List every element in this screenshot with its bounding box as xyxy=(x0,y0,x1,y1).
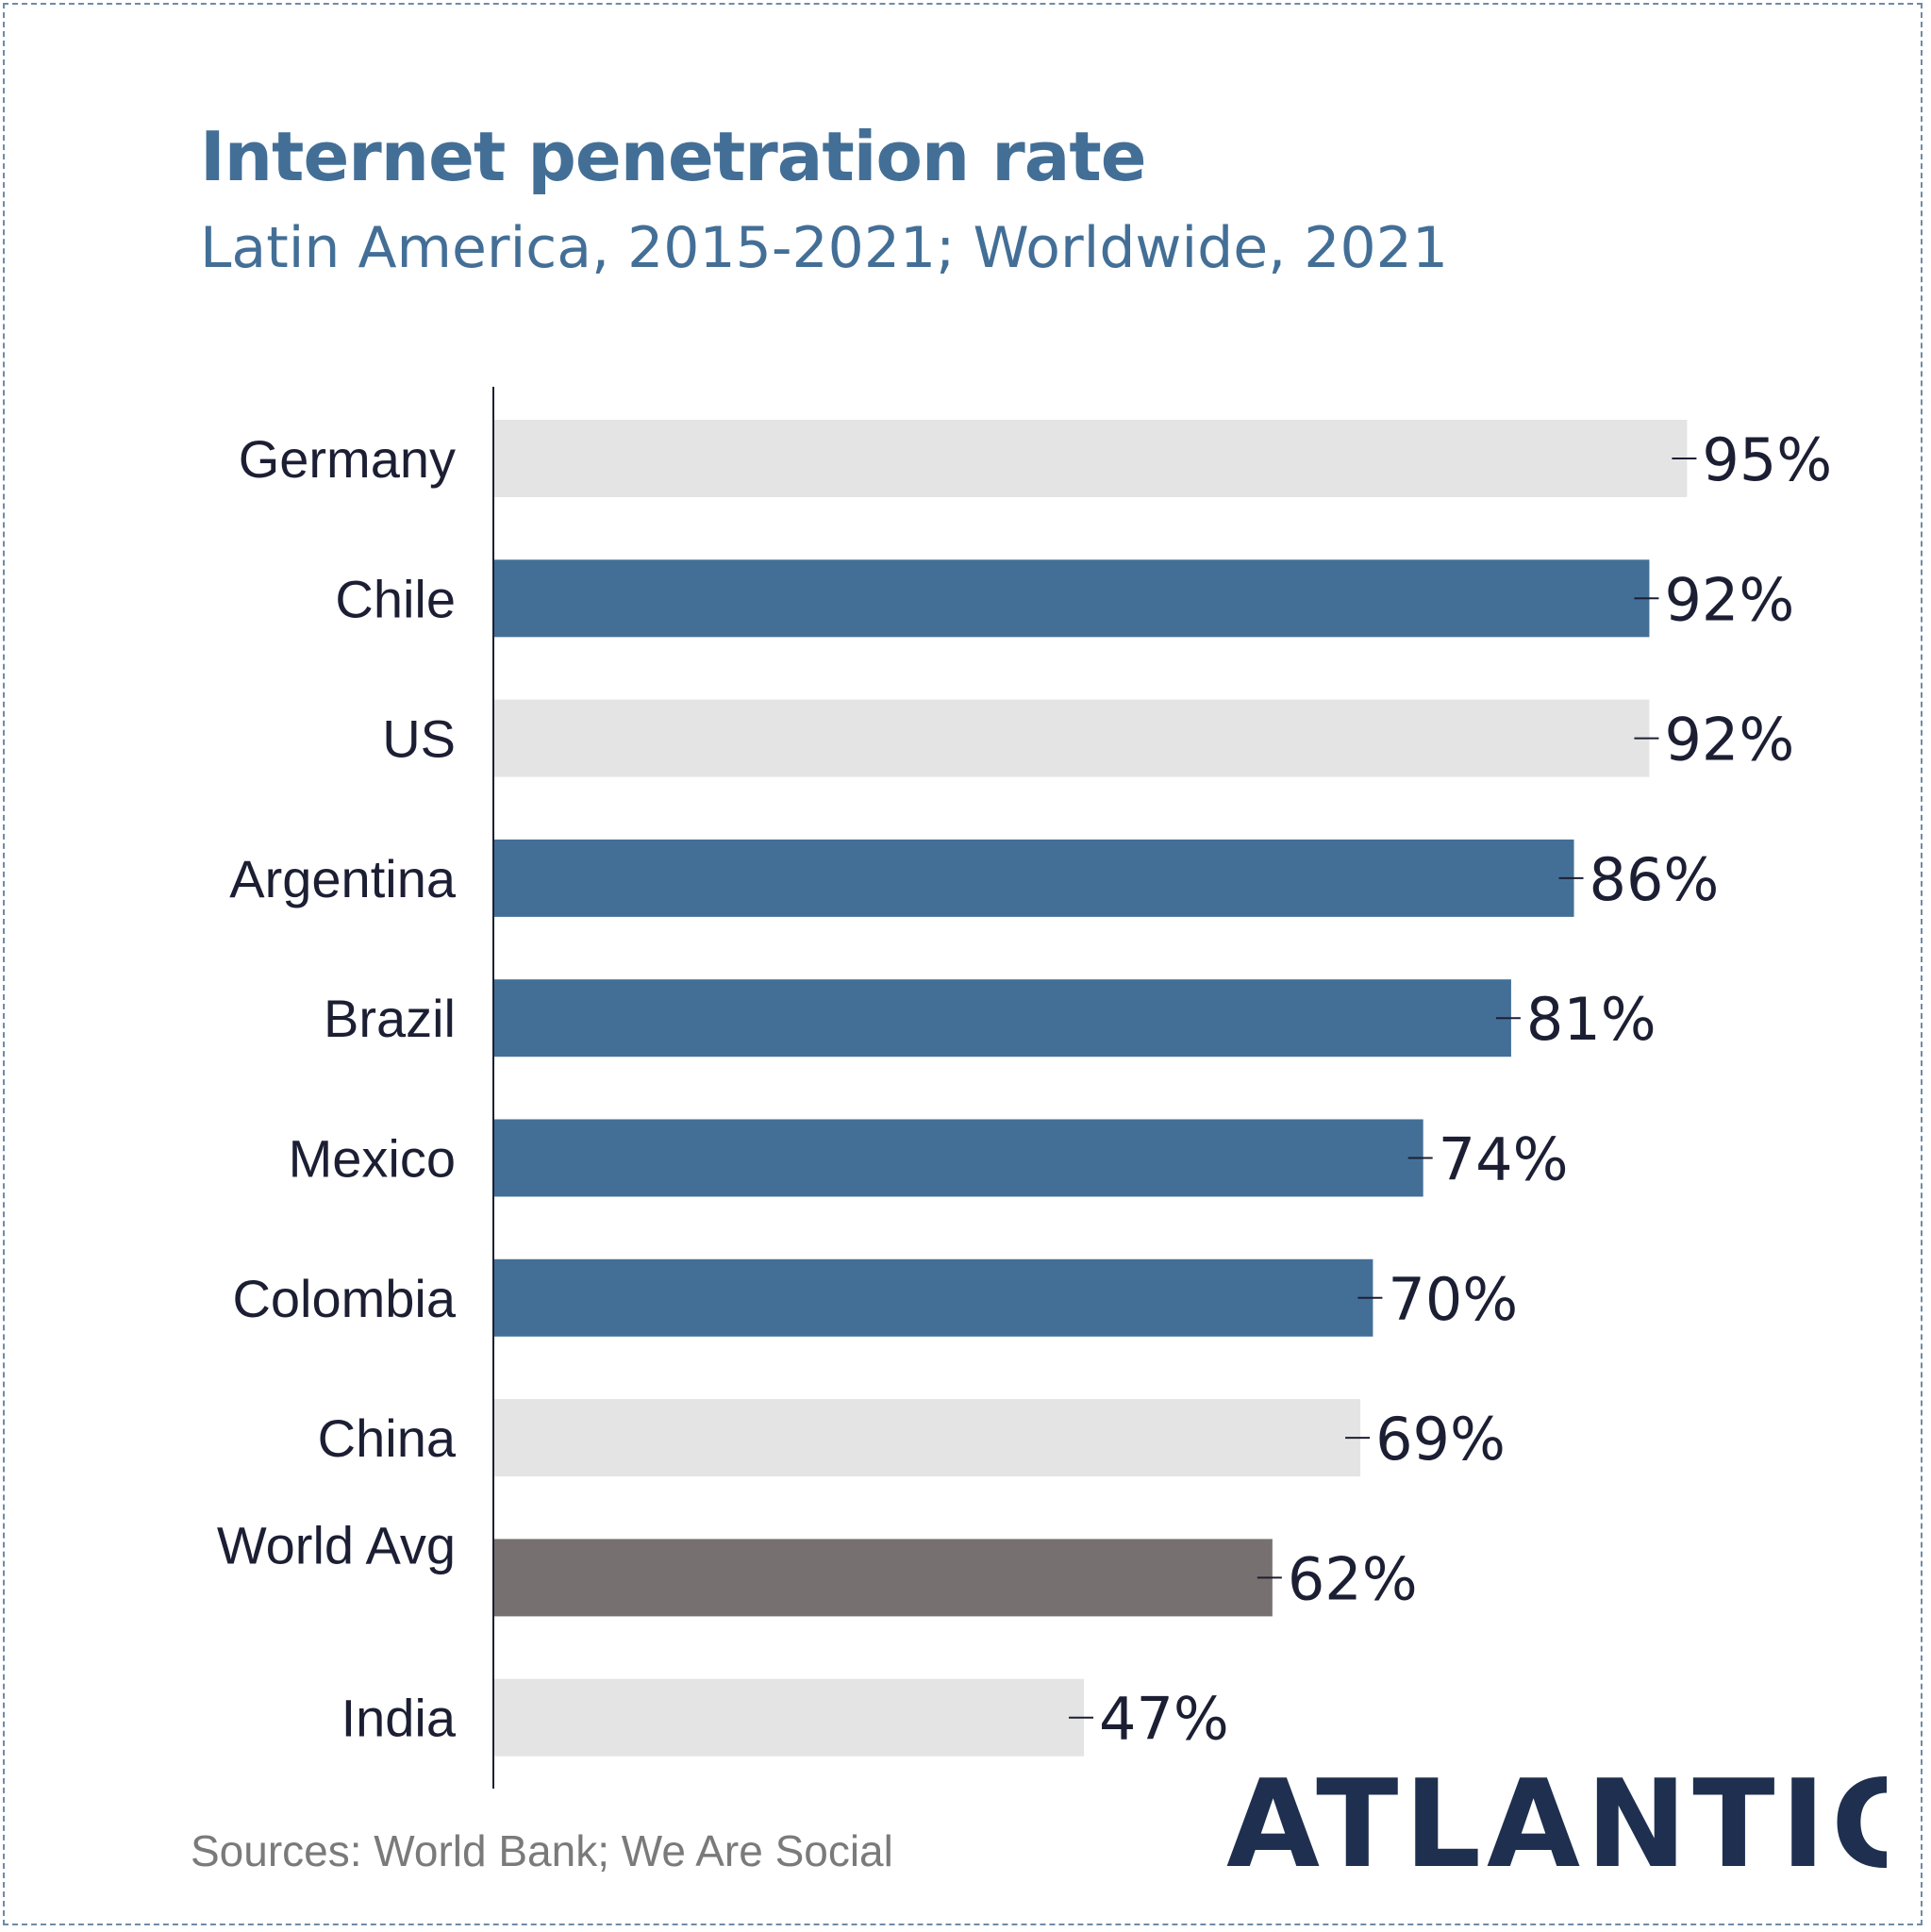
category-label-china: China xyxy=(318,1408,457,1468)
category-label-mexico: Mexico xyxy=(289,1129,456,1189)
category-label-us: US xyxy=(382,709,456,769)
category-label-brazil: Brazil xyxy=(324,989,456,1048)
value-label-world-avg: 62% xyxy=(1288,1544,1418,1613)
bar-argentina xyxy=(493,839,1574,917)
value-label-china: 69% xyxy=(1375,1405,1506,1474)
bar-mexico xyxy=(493,1119,1423,1197)
category-label-chile: Chile xyxy=(335,569,456,628)
value-label-india: 47% xyxy=(1099,1685,1229,1754)
chart-title: Internet penetration rate xyxy=(200,117,1147,196)
category-label-world-avg: World Avg xyxy=(217,1515,456,1574)
bars-layer: Germany 95% Chile 92% US 92% Argentina 86% Brazi… xyxy=(217,420,1832,1757)
value-label-brazil: 81% xyxy=(1526,985,1656,1054)
bar-germany xyxy=(493,420,1688,497)
atlantico-logo: ATLANTICO xyxy=(1226,1755,1887,1895)
bar-india xyxy=(493,1678,1085,1757)
bar-world-avg xyxy=(493,1539,1273,1617)
bar-chile xyxy=(493,559,1650,638)
chart-frame xyxy=(3,3,1923,1925)
bar-us xyxy=(493,699,1650,777)
category-label-india: India xyxy=(341,1689,457,1748)
value-label-us: 92% xyxy=(1664,706,1794,774)
value-label-chile: 92% xyxy=(1664,565,1794,634)
bar-brazil xyxy=(493,979,1511,1058)
chart-subtitle: Latin America, 2015-2021; Worldwide, 202… xyxy=(200,215,1448,281)
value-label-germany: 95% xyxy=(1702,425,1832,494)
category-label-colombia: Colombia xyxy=(232,1269,456,1328)
value-label-colombia: 70% xyxy=(1388,1265,1518,1334)
bar-colombia xyxy=(493,1258,1373,1337)
logo-wordmark: ATLANTICO xyxy=(1226,1755,1887,1895)
category-label-argentina: Argentina xyxy=(229,849,457,908)
value-label-mexico: 74% xyxy=(1439,1125,1569,1194)
value-label-argentina: 86% xyxy=(1590,845,1720,914)
source-note: Sources: World Bank; We Are Social xyxy=(191,1826,893,1875)
bar-china xyxy=(493,1399,1361,1477)
category-label-germany: Germany xyxy=(239,429,456,489)
